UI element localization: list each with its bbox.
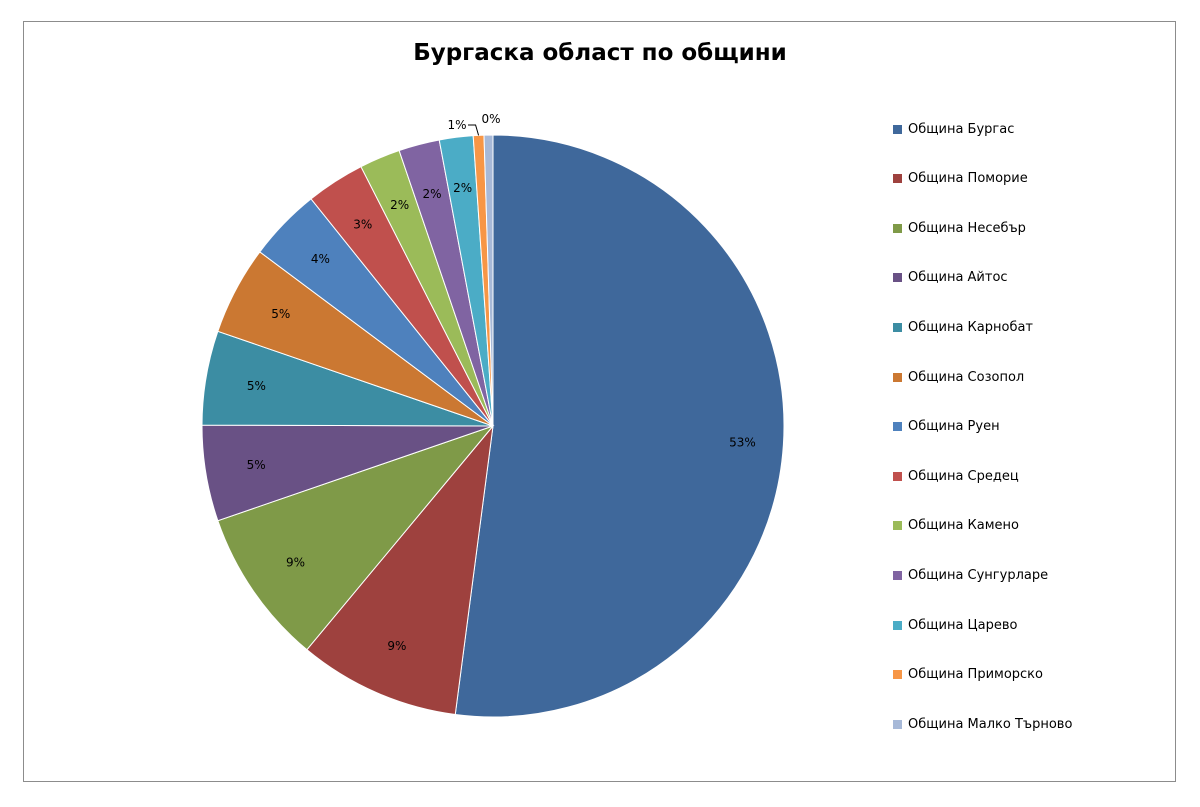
legend-swatch (893, 422, 902, 432)
legend-label: Община Сунгурларе (908, 567, 1049, 583)
legend-item: Община Приморско (893, 666, 1043, 684)
data-label: 5% (247, 379, 266, 393)
legend-label: Община Малко Търново (908, 716, 1073, 732)
data-label: 3% (353, 217, 372, 231)
legend-item: Община Малко Търново (893, 715, 1072, 733)
legend-item: Община Созопол (893, 368, 1024, 386)
legend-swatch (893, 670, 902, 680)
legend-swatch (893, 273, 902, 283)
legend-swatch (893, 322, 902, 332)
data-label: 2% (453, 181, 472, 195)
data-label: 0% (481, 112, 500, 126)
legend-label: Община Средец (908, 468, 1019, 484)
data-label: 53% (729, 435, 756, 449)
legend-item: Община Средец (893, 467, 1019, 485)
legend-label: Община Руен (908, 419, 1000, 435)
legend-label: Община Айтос (908, 270, 1008, 286)
legend-label: Община Созопол (908, 369, 1025, 385)
legend-item: Община Царево (893, 616, 1017, 634)
data-label: 5% (271, 307, 290, 321)
legend-swatch (893, 620, 902, 630)
legend-label: Община Несебър (908, 220, 1026, 236)
legend-swatch (893, 719, 902, 729)
legend-label: Община Приморско (908, 667, 1043, 683)
legend-item: Община Бургас (893, 120, 1014, 138)
legend-swatch (893, 521, 902, 531)
legend-swatch (893, 471, 902, 481)
legend-item: Община Несебър (893, 219, 1026, 237)
legend-item: Община Камено (893, 517, 1019, 535)
legend-swatch (893, 372, 902, 382)
leader-line (468, 124, 480, 136)
legend-swatch (893, 124, 902, 134)
data-label: 4% (311, 252, 330, 266)
legend-label: Община Бургас (908, 121, 1015, 137)
legend-swatch (893, 223, 902, 233)
data-label: 9% (286, 555, 305, 569)
legend-item: Община Поморие (893, 170, 1028, 188)
legend-label: Община Царево (908, 617, 1018, 633)
pie-slice (306, 424, 494, 716)
data-label: 2% (422, 187, 441, 201)
legend-label: Община Поморие (908, 171, 1028, 187)
chart-title: Бургаска област по общини (413, 40, 787, 66)
pie-slice (454, 134, 785, 718)
data-label: 9% (387, 639, 406, 653)
legend-label: Община Камено (908, 518, 1019, 534)
legend-swatch (893, 570, 902, 580)
data-label: 1% (447, 118, 466, 132)
legend-item: Община Сунгурларе (893, 566, 1048, 584)
data-label: 2% (390, 198, 409, 212)
legend-item: Община Карнобат (893, 318, 1033, 336)
pie-slice (217, 424, 495, 651)
legend-label: Община Карнобат (908, 319, 1033, 335)
legend-swatch (893, 174, 902, 184)
data-label: 5% (247, 458, 266, 472)
legend-item: Община Руен (893, 418, 1000, 436)
legend-item: Община Айтос (893, 269, 1008, 287)
pie-slice (483, 134, 494, 427)
